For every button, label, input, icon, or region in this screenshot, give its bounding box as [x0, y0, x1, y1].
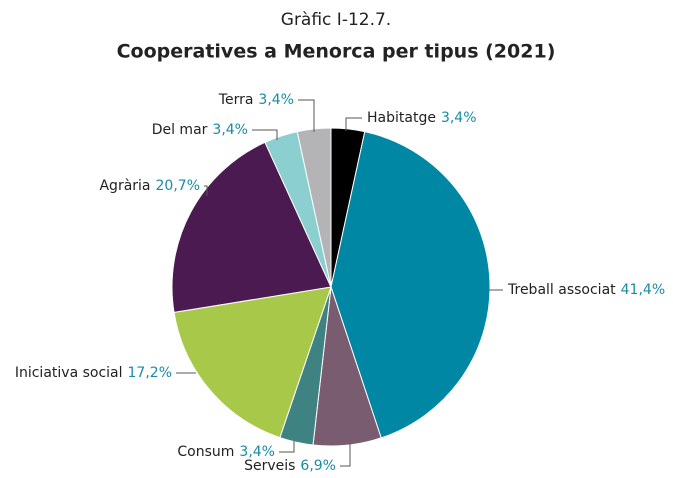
category-label: Agrària: [99, 178, 150, 194]
leader-line: [345, 117, 362, 131]
value-label: 6,9%: [300, 458, 336, 474]
figure-label: Gràfic I-12.7.: [281, 10, 391, 30]
value-label: 17,2%: [128, 365, 172, 381]
slice-label: Iniciativa social 17,2%: [15, 365, 172, 381]
leader-line: [340, 443, 351, 467]
category-label: Del mar: [152, 122, 208, 138]
value-label: 41,4%: [621, 282, 665, 298]
slice-label: Terra 3,4%: [218, 92, 294, 108]
chart-title: Cooperatives a Menorca per tipus (2021): [117, 41, 556, 63]
category-label: Consum: [177, 444, 234, 460]
leader-line: [279, 441, 295, 453]
leader-line: [252, 129, 278, 140]
pie-slice: [330, 131, 491, 439]
leader-line: [298, 99, 315, 132]
slice-label: Consum 3,4%: [177, 444, 275, 460]
pie-slice: [171, 141, 332, 313]
value-label: 3,4%: [258, 92, 294, 108]
pie-slice: [173, 286, 332, 439]
value-label: 20,7%: [156, 178, 200, 194]
slice-label: Treball associat 41,4%: [507, 282, 665, 298]
value-label: 3,4%: [212, 122, 248, 138]
slice-label: Agrària 20,7%: [99, 178, 200, 194]
slice-label: Serveis 6,9%: [244, 458, 336, 474]
category-label: Terra: [218, 92, 254, 108]
category-label: Habitatge: [367, 110, 436, 126]
value-label: 3,4%: [239, 444, 275, 460]
category-label: Serveis: [244, 458, 295, 474]
category-label: Treball associat: [507, 282, 616, 298]
value-label: 3,4%: [441, 110, 477, 126]
category-label: Iniciativa social: [15, 365, 123, 381]
slice-label: Del mar 3,4%: [152, 122, 248, 138]
leader-line: [204, 185, 208, 196]
slice-label: Habitatge 3,4%: [367, 110, 477, 126]
